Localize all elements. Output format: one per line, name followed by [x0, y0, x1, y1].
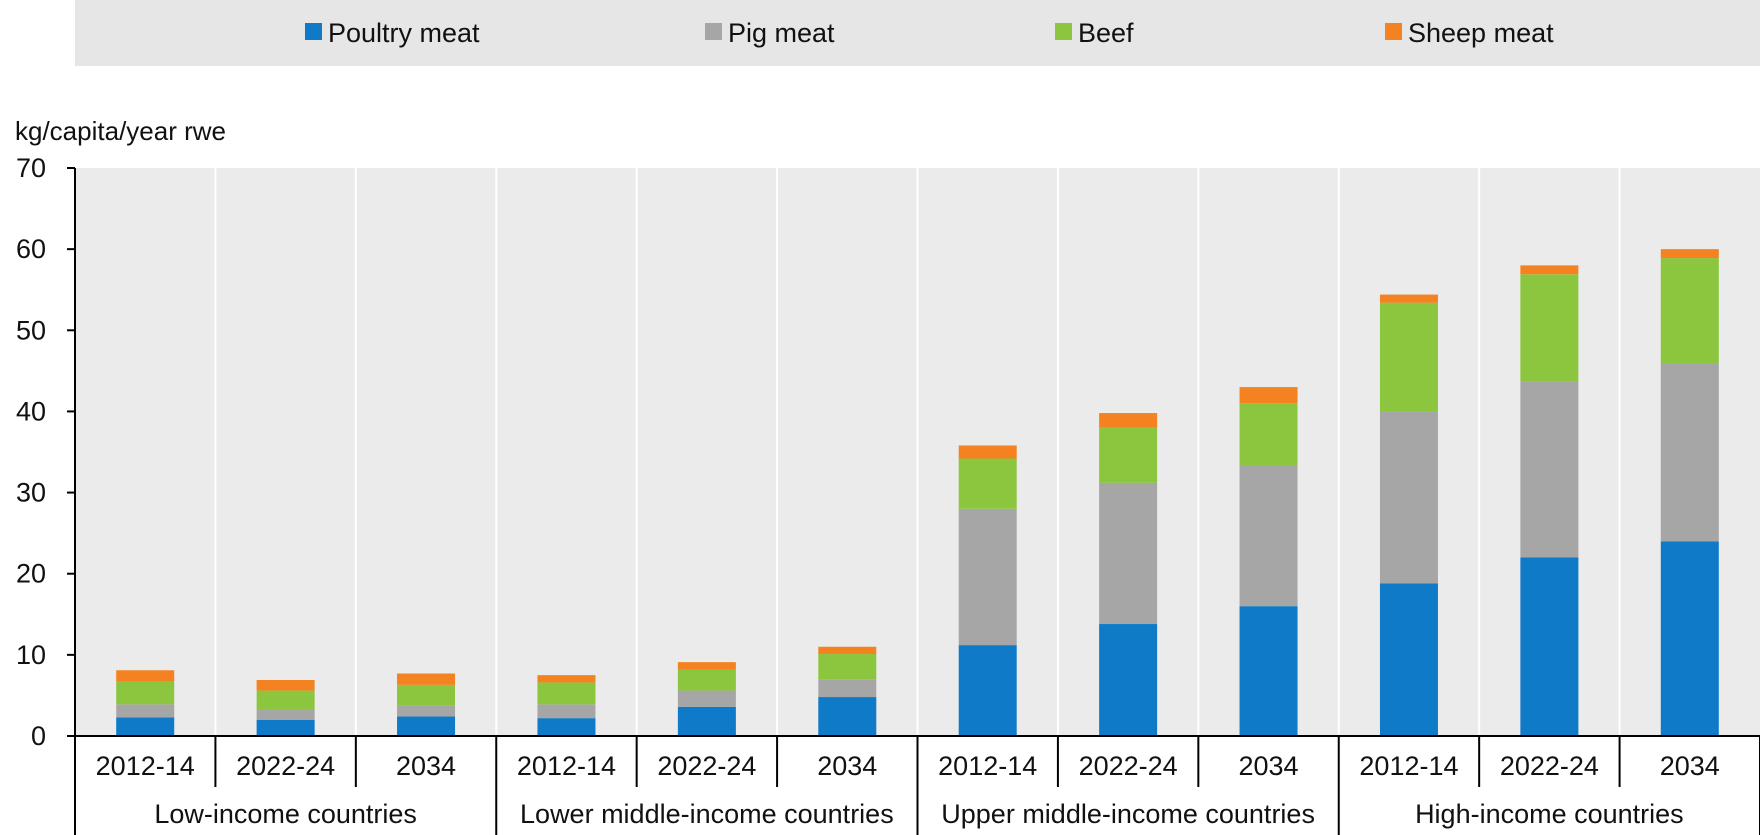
y-axis-unit-label: kg/capita/year rwe — [15, 116, 226, 146]
bar-segment-1-4 — [677, 690, 736, 707]
x-tick-label: 2034 — [396, 751, 456, 781]
bar-segment-0-2 — [397, 716, 456, 736]
x-tick-label: 2022-24 — [1079, 751, 1178, 781]
legend-swatch-2 — [1055, 23, 1072, 40]
bar-segment-1-10 — [1520, 381, 1579, 558]
bar-segment-0-1 — [256, 719, 315, 736]
y-tick-label: 0 — [31, 721, 46, 751]
bar-segment-2-3 — [537, 682, 596, 705]
x-tick-label: 2012-14 — [938, 751, 1037, 781]
bar-segment-1-5 — [818, 679, 877, 698]
bar-segment-3-1 — [256, 680, 315, 691]
x-tick-label: 2022-24 — [236, 751, 335, 781]
y-tick-label: 10 — [16, 640, 46, 670]
bar-segment-2-10 — [1520, 274, 1579, 382]
bar-segment-1-6 — [958, 508, 1017, 646]
bar-segment-0-9 — [1379, 583, 1438, 736]
legend-label-1: Pig meat — [728, 18, 835, 48]
bar-segment-1-8 — [1239, 464, 1298, 607]
group-label: Lower middle-income countries — [520, 799, 894, 829]
y-tick-label: 50 — [16, 315, 46, 345]
x-tick-label: 2034 — [1660, 751, 1720, 781]
bar-segment-3-4 — [677, 662, 736, 670]
group-label: High-income countries — [1415, 799, 1684, 829]
y-tick-label: 20 — [16, 559, 46, 589]
legend-label-0: Poultry meat — [328, 18, 480, 48]
bar-segment-0-7 — [1099, 624, 1158, 736]
bar-segment-3-3 — [537, 675, 596, 683]
bar-segment-3-5 — [818, 646, 877, 655]
y-tick-label: 30 — [16, 478, 46, 508]
legend-swatch-3 — [1385, 23, 1402, 40]
bar-segment-1-11 — [1660, 363, 1719, 542]
x-tick-label: 2012-14 — [1359, 751, 1458, 781]
legend-label-2: Beef — [1078, 18, 1134, 48]
bar-segment-3-10 — [1520, 265, 1579, 275]
group-label: Upper middle-income countries — [941, 799, 1315, 829]
bar-segment-0-11 — [1660, 541, 1719, 736]
bar-segment-1-0 — [116, 704, 175, 718]
y-tick-label: 40 — [16, 396, 46, 426]
bar-segment-2-8 — [1239, 403, 1298, 465]
legend-swatch-1 — [705, 23, 722, 40]
bar-segment-3-9 — [1379, 294, 1438, 303]
bar-segment-0-3 — [537, 718, 596, 736]
bar-segment-3-7 — [1099, 413, 1158, 428]
x-tick-label: 2034 — [1239, 751, 1299, 781]
bar-segment-0-0 — [116, 717, 175, 736]
x-tick-label: 2012-14 — [517, 751, 616, 781]
bar-segment-2-4 — [677, 669, 736, 691]
bar-segment-1-3 — [537, 704, 596, 719]
bar-segment-0-6 — [958, 645, 1017, 736]
bar-segment-2-2 — [397, 684, 456, 706]
legend-background — [75, 0, 1760, 66]
bar-segment-2-0 — [116, 681, 175, 705]
bar-segment-3-0 — [116, 670, 175, 682]
bar-segment-2-6 — [958, 458, 1017, 509]
bar-segment-2-11 — [1660, 258, 1719, 364]
bar-segment-0-10 — [1520, 557, 1579, 736]
x-tick-label: 2022-24 — [657, 751, 756, 781]
bar-segment-1-7 — [1099, 482, 1158, 625]
group-label: Low-income countries — [154, 799, 417, 829]
bar-segment-2-1 — [256, 690, 315, 711]
x-tick-label: 2012-14 — [96, 751, 195, 781]
bar-segment-1-1 — [256, 710, 315, 720]
x-tick-label: 2022-24 — [1500, 751, 1599, 781]
legend-swatch-0 — [305, 23, 322, 40]
bar-segment-3-8 — [1239, 387, 1298, 404]
bar-segment-2-9 — [1379, 302, 1438, 412]
bar-segment-2-5 — [818, 654, 877, 680]
bar-segment-3-6 — [958, 445, 1017, 459]
bar-segment-0-5 — [818, 697, 877, 736]
bar-segment-1-2 — [397, 705, 456, 717]
legend-label-3: Sheep meat — [1408, 18, 1554, 48]
bar-segment-0-4 — [677, 706, 736, 736]
bar-segment-3-11 — [1660, 249, 1719, 259]
bar-segment-1-9 — [1379, 411, 1438, 584]
y-tick-label: 70 — [16, 153, 46, 183]
x-tick-label: 2034 — [817, 751, 877, 781]
y-tick-label: 60 — [16, 234, 46, 264]
bar-segment-0-8 — [1239, 606, 1298, 736]
bar-segment-2-7 — [1099, 427, 1158, 483]
bar-segment-3-2 — [397, 673, 456, 685]
